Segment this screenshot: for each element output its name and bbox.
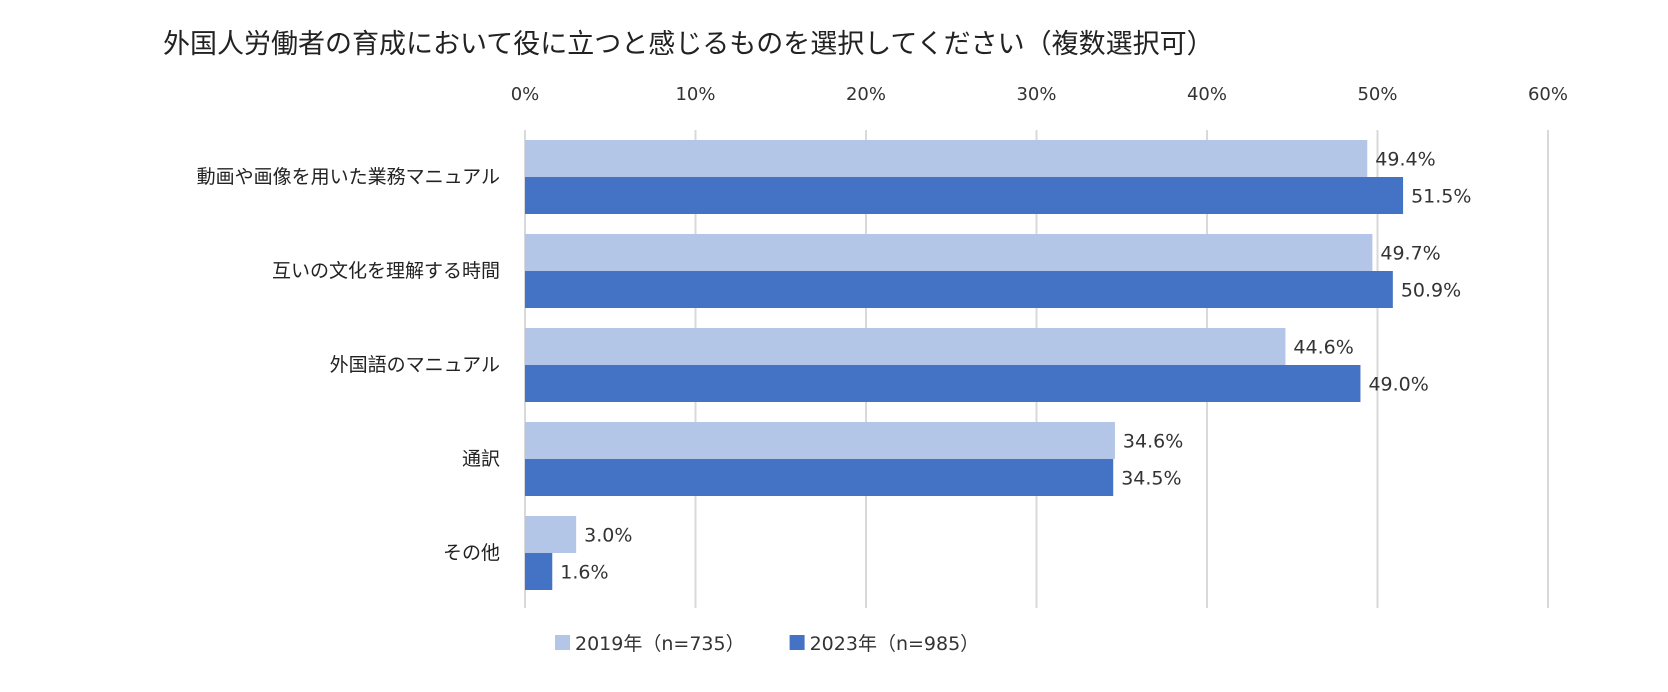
bar: [525, 328, 1286, 365]
legend-label: 2019年（n=735）: [575, 633, 745, 655]
x-tick-label: 30%: [1016, 84, 1056, 105]
data-label: 49.0%: [1368, 374, 1428, 396]
data-label: 34.5%: [1121, 468, 1181, 490]
data-labels: 49.4% 51.5% 49.7% 50.9% 44.6% 49.0% 34.6% 34.5%…: [560, 149, 1471, 584]
x-tick-label: 40%: [1187, 84, 1227, 105]
bar: [525, 516, 577, 553]
bar: [525, 553, 553, 590]
x-tick-label: 50%: [1357, 84, 1397, 105]
category-label: 動画や画像を用いた業務マニュアル: [197, 166, 500, 188]
bar: [525, 422, 1115, 459]
bar: [525, 365, 1361, 402]
bar: [525, 177, 1404, 214]
legend-label: 2023年（n=985）: [810, 633, 980, 655]
data-label: 50.9%: [1401, 280, 1461, 302]
x-tick-label: 20%: [846, 84, 886, 105]
chart-title: 外国人労働者の育成において役に立つと感じるものを選択してください（複数選択可）: [163, 29, 1214, 60]
x-tick-label: 60%: [1528, 84, 1568, 105]
data-label: 34.6%: [1123, 431, 1183, 453]
category-label: 互いの文化を理解する時間: [272, 260, 500, 282]
legend: 2019年（n=735） 2023年（n=985）: [555, 633, 979, 655]
data-label: 51.5%: [1411, 186, 1471, 208]
x-tick-label: 0%: [511, 84, 540, 105]
category-label: その他: [443, 542, 500, 564]
bar: [525, 140, 1368, 177]
data-label: 49.7%: [1380, 243, 1440, 265]
bars: [525, 140, 1404, 590]
data-label: 49.4%: [1375, 149, 1435, 171]
category-label: 通訳: [462, 448, 500, 470]
x-tick-label: 10%: [675, 84, 715, 105]
bar: [525, 271, 1393, 308]
legend-swatch: [789, 635, 805, 650]
legend-swatch: [555, 635, 570, 650]
category-label: 外国語のマニュアル: [330, 354, 500, 376]
bar: [525, 234, 1373, 271]
data-label: 1.6%: [560, 562, 608, 584]
x-axis-ticks: 0% 10% 20% 30% 40% 50% 60%: [511, 84, 1568, 105]
bar: [525, 459, 1114, 496]
category-labels: 動画や画像を用いた業務マニュアル互いの文化を理解する時間外国語のマニュアル通訳そ…: [197, 166, 500, 564]
data-label: 44.6%: [1293, 337, 1353, 359]
data-label: 3.0%: [584, 525, 632, 547]
